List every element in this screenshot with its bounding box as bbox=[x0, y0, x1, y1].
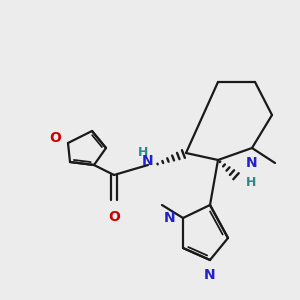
Text: H: H bbox=[138, 146, 148, 158]
Text: O: O bbox=[49, 131, 61, 145]
Text: O: O bbox=[108, 210, 120, 224]
Text: H: H bbox=[246, 176, 256, 190]
Text: N: N bbox=[142, 154, 154, 168]
Text: N: N bbox=[246, 156, 258, 170]
Text: N: N bbox=[204, 268, 216, 282]
Text: N: N bbox=[164, 211, 175, 225]
